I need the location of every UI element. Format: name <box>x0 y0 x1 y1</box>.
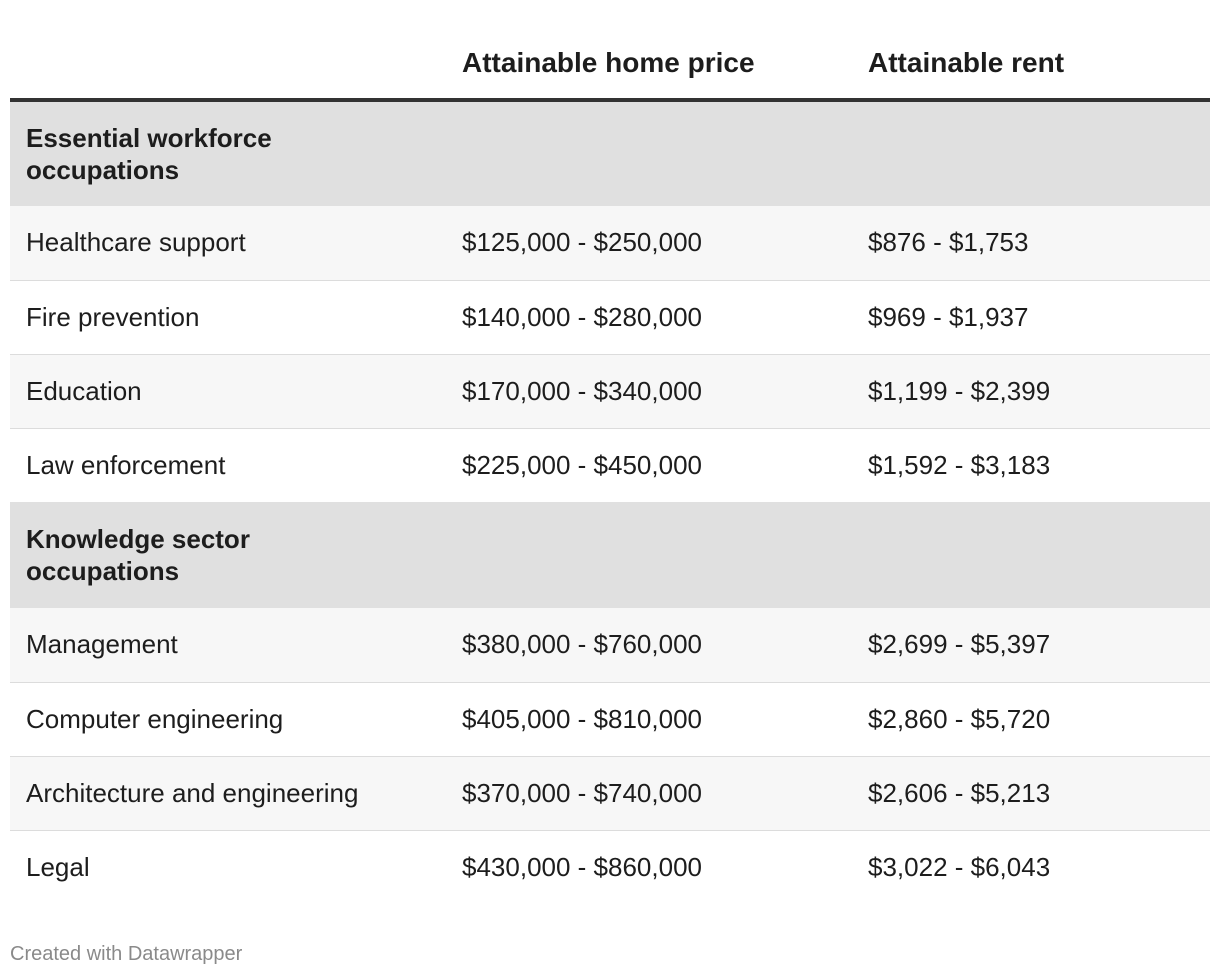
occupation-cell: Fire prevention <box>10 280 446 355</box>
group-label: Knowledge sector occupations <box>26 524 250 586</box>
rent-cell: $1,592 - $3,183 <box>852 428 1210 502</box>
rent-cell: $1,199 - $2,399 <box>852 354 1210 429</box>
table-row: Fire prevention $140,000 - $280,000 $969 -… <box>10 280 1210 355</box>
occupation-cell: Legal <box>10 830 446 904</box>
column-header-rent: Attainable rent <box>852 0 1210 102</box>
rent-cell: $969 - $1,937 <box>852 280 1210 355</box>
occupation-cell: Architecture and engineering <box>10 756 446 831</box>
occupation-cell: Management <box>10 608 446 683</box>
group-header-row: Essential workforce occupations <box>10 100 1210 206</box>
occupation-cell: Law enforcement <box>10 428 446 502</box>
rent-cell: $876 - $1,753 <box>852 206 1210 281</box>
header-row: Attainable home price Attainable rent <box>10 0 1210 102</box>
table-row: Architecture and engineering $370,000 - $… <box>10 756 1210 831</box>
group-header-row: Knowledge sector occupations <box>10 502 1210 608</box>
home-price-cell: $125,000 - $250,000 <box>446 206 852 281</box>
column-header-home-price: Attainable home price <box>446 0 852 102</box>
occupation-cell: Education <box>10 354 446 429</box>
housing-affordability-table: Attainable home price Attainable rent Es… <box>10 0 1210 904</box>
table-row: Legal $430,000 - $860,000 $3,022 - $6,043 <box>10 830 1210 904</box>
table-body: Essential workforce occupations Healthcar… <box>10 100 1210 904</box>
rent-cell: $3,022 - $6,043 <box>852 830 1210 904</box>
table-header: Attainable home price Attainable rent <box>10 0 1210 102</box>
group-label: Essential workforce occupations <box>26 123 272 185</box>
home-price-cell: $370,000 - $740,000 <box>446 756 852 831</box>
group-header-cell: Knowledge sector occupations <box>10 502 1210 608</box>
table-row: Law enforcement $225,000 - $450,000 $1,592… <box>10 428 1210 502</box>
table-row: Computer engineering $405,000 - $810,000 $… <box>10 682 1210 757</box>
rent-cell: $2,699 - $5,397 <box>852 608 1210 683</box>
home-price-cell: $405,000 - $810,000 <box>446 682 852 757</box>
rent-cell: $2,860 - $5,720 <box>852 682 1210 757</box>
table-row: Education $170,000 - $340,000 $1,199 - $2,… <box>10 354 1210 429</box>
datawrapper-credit: Created with Datawrapper <box>10 943 243 965</box>
table-row: Management $380,000 - $760,000 $2,699 - $5… <box>10 608 1210 683</box>
home-price-cell: $140,000 - $280,000 <box>446 280 852 355</box>
home-price-cell: $380,000 - $760,000 <box>446 608 852 683</box>
table-row: Healthcare support $125,000 - $250,000 $87… <box>10 206 1210 281</box>
occupation-cell: Computer engineering <box>10 682 446 757</box>
column-header-occupation <box>10 0 446 102</box>
home-price-cell: $225,000 - $450,000 <box>446 428 852 502</box>
rent-cell: $2,606 - $5,213 <box>852 756 1210 831</box>
group-header-cell: Essential workforce occupations <box>10 100 1210 206</box>
home-price-cell: $170,000 - $340,000 <box>446 354 852 429</box>
home-price-cell: $430,000 - $860,000 <box>446 830 852 904</box>
table-container: Attainable home price Attainable rent Es… <box>10 0 1210 904</box>
occupation-cell: Healthcare support <box>10 206 446 281</box>
